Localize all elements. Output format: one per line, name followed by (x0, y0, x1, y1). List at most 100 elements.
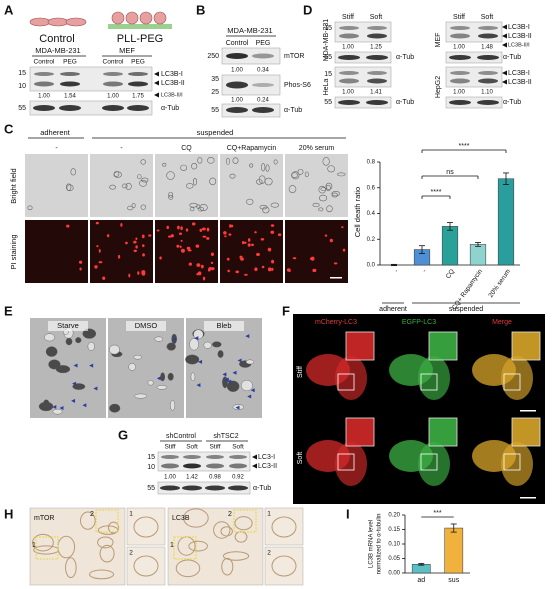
blot-band (367, 26, 387, 30)
label: mTOR (34, 515, 54, 522)
pi-dot (247, 238, 251, 242)
label: 1 (267, 511, 271, 518)
blot-band (366, 55, 388, 60)
label: Stiff (342, 14, 354, 21)
label: LC3B-II (161, 80, 185, 87)
bright-field-image (220, 154, 283, 217)
label: Soft (186, 444, 198, 451)
label: 15 (18, 70, 26, 77)
pi-dot (79, 267, 82, 271)
arrowhead (224, 377, 229, 382)
cell (288, 185, 297, 193)
gland (271, 555, 297, 577)
cell (207, 157, 215, 164)
gland (133, 555, 159, 577)
blot-band (252, 83, 274, 87)
cell (125, 11, 139, 25)
blot-band (338, 100, 360, 105)
pi-dot (199, 228, 203, 233)
label: 1.25 (370, 45, 382, 51)
cell (109, 184, 116, 190)
label: 0.24 (257, 98, 269, 104)
blot (334, 66, 392, 88)
cell (273, 159, 278, 165)
arrowhead (72, 381, 77, 386)
cell (336, 172, 346, 177)
label: Soft (297, 452, 304, 465)
blot-band (339, 71, 359, 75)
blot-band (367, 71, 387, 75)
inset (126, 546, 166, 586)
y-tick-label: 0.10 (388, 542, 400, 548)
cell (270, 202, 280, 208)
pi-dot (256, 252, 260, 257)
label: 1.48 (481, 45, 493, 51)
cell (137, 174, 142, 180)
label: 1.41 (370, 90, 382, 96)
label: 1.75 (132, 94, 144, 100)
pi-dot (247, 243, 251, 247)
gland (175, 559, 201, 578)
error-bar (475, 242, 481, 247)
pi-dot (98, 248, 101, 253)
label: Control (226, 40, 249, 47)
bar (444, 527, 464, 574)
cell (312, 202, 320, 208)
arrow (154, 80, 159, 86)
pi-dot (125, 241, 128, 245)
label: 10 (147, 464, 155, 471)
y-tick-label: 0.6 (367, 185, 376, 191)
gland (32, 533, 54, 552)
blot-band (34, 72, 54, 76)
pi-dot (206, 236, 210, 240)
pi-dot (226, 257, 230, 261)
arrowhead (235, 405, 240, 410)
label: PI staining (9, 234, 18, 269)
label: LC3B (172, 515, 190, 522)
label: MEF (435, 33, 442, 48)
cell (320, 187, 327, 191)
blot-band (338, 55, 360, 60)
label: Soft (232, 444, 244, 451)
pi-dot (106, 234, 110, 238)
arrowhead (247, 394, 252, 399)
x-tick-label: ad (417, 577, 425, 584)
arrowhead (59, 405, 64, 410)
label: PEG (256, 40, 271, 47)
y-tick-label: 0.4 (367, 211, 376, 217)
pi-dot (188, 262, 193, 266)
pi-dot (176, 244, 180, 248)
cell (331, 192, 339, 198)
label: Stiff (453, 14, 465, 21)
bright-field-image (285, 154, 348, 217)
pi-dot (254, 267, 258, 272)
cell (265, 164, 270, 172)
pi-dot (243, 241, 247, 244)
label: Phos-S6 (284, 82, 311, 89)
cell (262, 206, 270, 214)
organelle (128, 363, 136, 371)
blot (445, 96, 503, 109)
cell (127, 205, 134, 211)
y-tick-label: 0.00 (388, 571, 400, 577)
blot-band (450, 78, 470, 84)
arrow (252, 454, 257, 460)
bar (497, 178, 515, 266)
blot-band (252, 53, 274, 59)
gland (234, 516, 253, 531)
cell (318, 207, 324, 212)
cell (326, 205, 333, 213)
cell (246, 198, 254, 205)
cell (291, 172, 298, 179)
gland (97, 536, 114, 549)
organelle (82, 328, 97, 339)
y-axis-label: LC3B mRNA level (369, 520, 375, 568)
arrowhead (52, 405, 57, 410)
gland (65, 557, 77, 578)
cell (111, 11, 125, 25)
cell (162, 162, 167, 167)
label: adherent (379, 306, 407, 313)
y-axis-label: Cell death ratio (353, 187, 362, 237)
cell (27, 205, 33, 211)
organelle (43, 399, 50, 407)
